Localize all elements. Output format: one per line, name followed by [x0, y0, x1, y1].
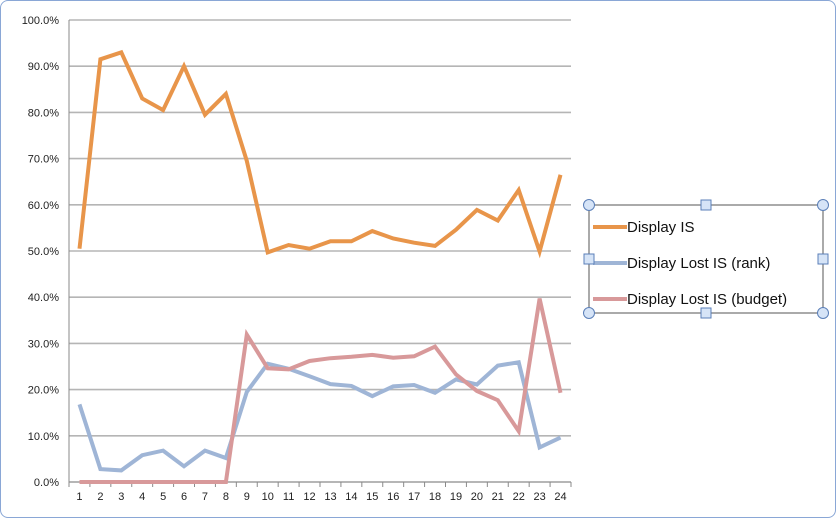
legend-box[interactable]: [588, 204, 824, 314]
x-tick-label: 15: [366, 491, 378, 503]
y-tick-label: 80.0%: [28, 107, 59, 119]
y-tick-label: 40.0%: [28, 292, 59, 304]
x-tick-label: 7: [202, 491, 208, 503]
x-tick-label: 2: [97, 491, 103, 503]
resize-handle-edge[interactable]: [817, 253, 829, 265]
x-tick-label: 1: [76, 491, 82, 503]
series-line-1: [77, 49, 563, 259]
series-line-3: [79, 298, 563, 484]
x-tick-label: 24: [554, 491, 566, 503]
y-tick-label: 10.0%: [28, 431, 59, 443]
x-tick-label: 21: [492, 491, 504, 503]
x-tick-label: 3: [118, 491, 124, 503]
x-tick-label: 5: [160, 491, 166, 503]
resize-handle-edge[interactable]: [700, 307, 712, 319]
y-tick-label: 50.0%: [28, 246, 59, 258]
legend-label: Display Lost IS (budget): [627, 291, 787, 308]
axes: [68, 20, 572, 487]
x-tick-label: 17: [408, 491, 420, 503]
y-tick-label: 60.0%: [28, 200, 59, 212]
y-tick-label: 0.0%: [34, 477, 59, 489]
x-tick-label: 18: [429, 491, 441, 503]
x-tick-label: 16: [387, 491, 399, 503]
resize-handle-corner[interactable]: [817, 199, 829, 211]
gridlines: [69, 19, 571, 437]
x-tick-labels: 1 2 3 4 5 6 7 8 9 10 11 12 13 14 15 16 17 18 19 20 21 22 23 24: [76, 491, 566, 503]
y-tick-label: 20.0%: [28, 385, 59, 397]
y-tick-label: 100.0%: [22, 15, 60, 27]
y-tick-label: 90.0%: [28, 61, 59, 73]
y-tick-labels: 0.0% 10.0% 20.0% 30.0% 40.0% 50.0% 60.0% 70.0% 8…: [22, 15, 60, 489]
x-tick-label: 12: [303, 491, 315, 503]
resize-handle-edge[interactable]: [700, 199, 712, 211]
x-tick-label: 6: [181, 491, 187, 503]
x-tick-label: 11: [283, 491, 294, 503]
x-tick-label: 13: [324, 491, 336, 503]
resize-handle-corner[interactable]: [817, 307, 829, 319]
x-tick-label: 9: [244, 491, 250, 503]
series-lines: [77, 49, 563, 484]
series-line-2: [77, 360, 562, 473]
y-tick-label: 70.0%: [28, 154, 59, 166]
x-tick-label: 19: [450, 491, 462, 503]
x-tick-label: 4: [139, 491, 145, 503]
x-tick-label: 22: [513, 491, 525, 503]
resize-handle-corner[interactable]: [583, 307, 595, 319]
resize-handle-corner[interactable]: [583, 199, 595, 211]
legend-label: Display Lost IS (rank): [627, 255, 770, 272]
y-tick-label: 30.0%: [28, 338, 59, 350]
legend-label: Display IS: [627, 219, 695, 236]
legend[interactable]: Display IS Display Lost IS (rank) Display …: [583, 199, 829, 319]
x-tick-label: 14: [345, 491, 357, 503]
x-tick-label: 20: [471, 491, 483, 503]
x-tick-label: 10: [262, 491, 274, 503]
x-tick-label: 23: [534, 491, 546, 503]
resize-handle-edge[interactable]: [583, 253, 595, 265]
x-tick-label: 8: [223, 491, 229, 503]
